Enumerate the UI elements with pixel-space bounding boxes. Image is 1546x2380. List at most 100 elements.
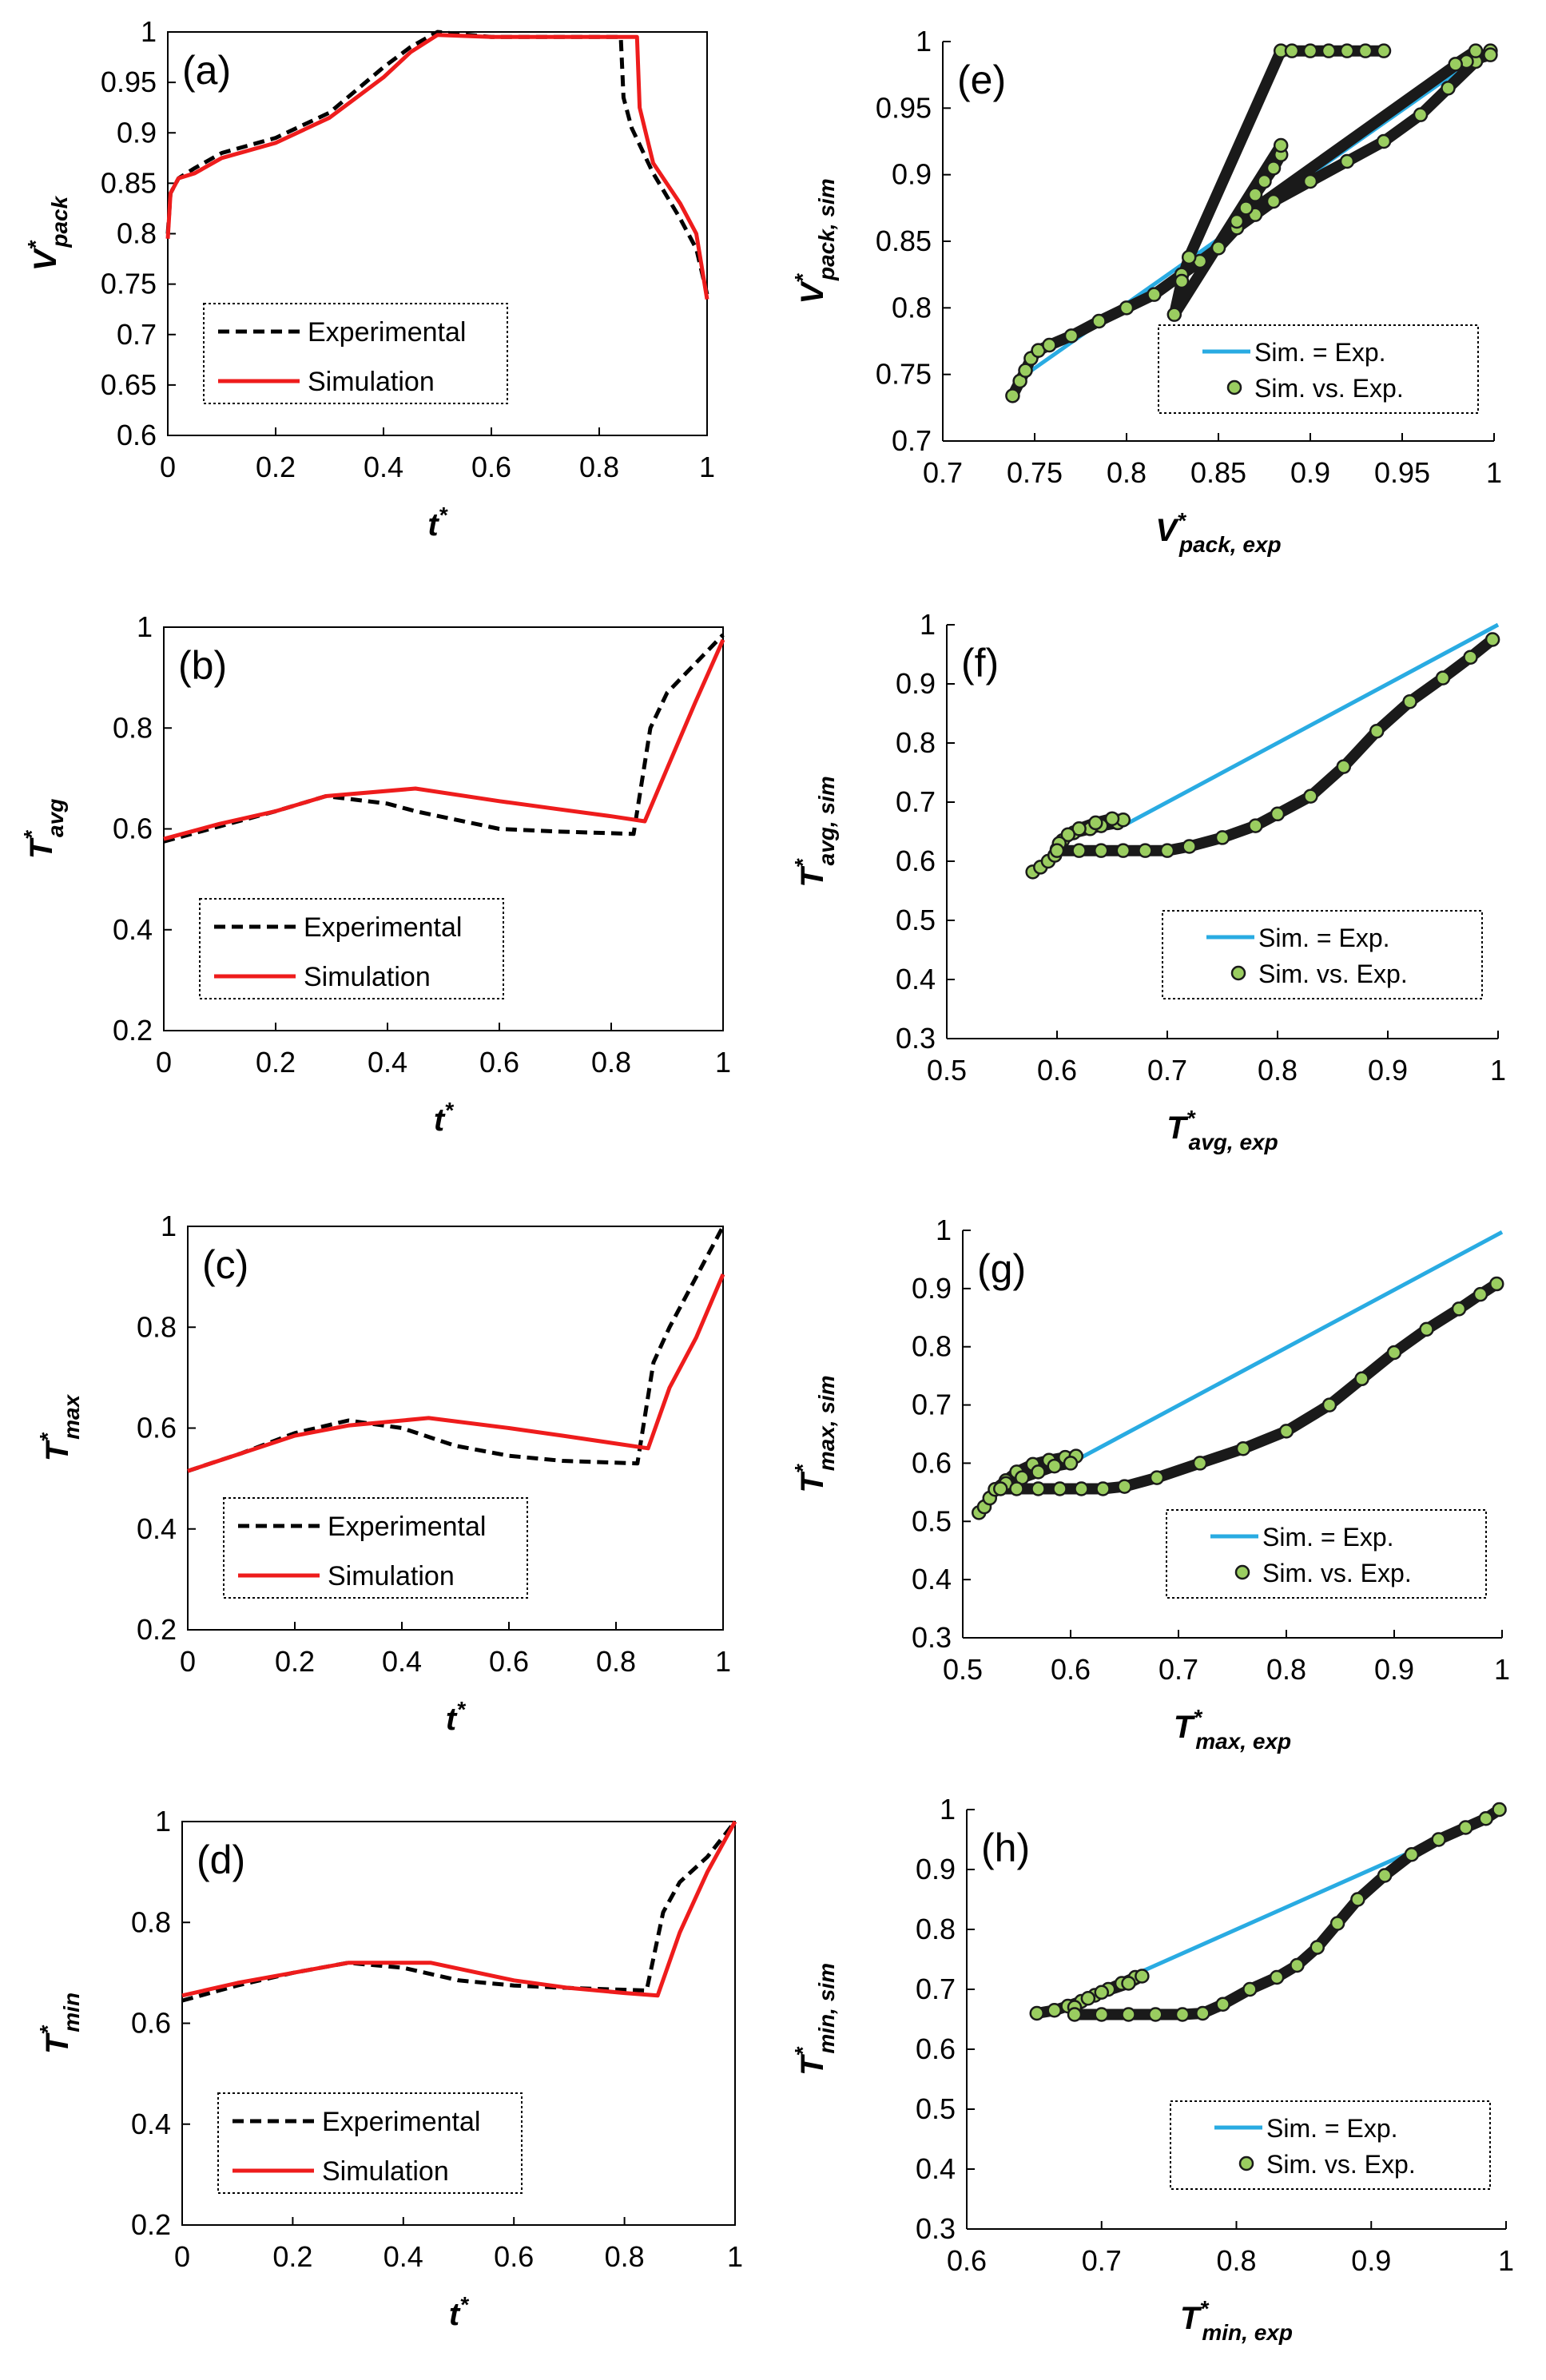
y-tick-label: 0.8 — [117, 217, 157, 250]
x-tick-label: 0 — [160, 451, 176, 483]
scatter-point — [1357, 43, 1373, 58]
x-tick-label: 0.4 — [364, 451, 403, 483]
y-tick-label: 0.3 — [916, 2212, 956, 2245]
scatter-point — [1071, 821, 1087, 836]
x-tick-label: 0.7 — [1159, 1653, 1198, 1686]
scatter-point — [1174, 273, 1190, 289]
scatter-point — [1088, 815, 1103, 831]
y-tick-label: 0.7 — [892, 424, 932, 457]
y-tick-label: 0.6 — [131, 2007, 171, 2040]
y-tick-label: 0.4 — [131, 2108, 171, 2140]
y-tick-label: 0.95 — [876, 91, 932, 124]
scatter-point — [1402, 693, 1417, 709]
legend-box — [1158, 324, 1479, 414]
scatter-point — [1284, 43, 1300, 58]
legend-swatch-scatter — [1230, 965, 1246, 981]
scatter-point — [1094, 1985, 1109, 2000]
legend-label: Simulation — [304, 962, 431, 992]
scatter-point — [1484, 632, 1500, 647]
scatter-point — [1148, 2007, 1163, 2022]
scatter-point — [1042, 337, 1057, 353]
scatter-point — [1071, 843, 1087, 858]
x-tick-label: 0.6 — [494, 2240, 534, 2273]
series-experimental — [187, 1225, 725, 1473]
scatter-point — [1047, 2003, 1062, 2018]
scatter-point — [1104, 811, 1120, 826]
y-axis-title: V*pack, sim — [790, 178, 839, 304]
scatter-point — [1463, 650, 1478, 665]
scatter-point — [1117, 1479, 1132, 1494]
scatter-point — [1074, 1481, 1089, 1496]
scatter-point — [1063, 1456, 1079, 1471]
series-experimental — [181, 1820, 737, 2003]
scatter-point — [1159, 843, 1175, 858]
scatter-point — [1468, 43, 1484, 58]
x-tick-label: 0.9 — [1351, 2244, 1391, 2277]
y-tick-label: 1 — [920, 608, 936, 641]
scatter-point — [1235, 1440, 1251, 1456]
x-tick-label: 0.7 — [1082, 2244, 1122, 2277]
scatter-point — [1005, 388, 1020, 403]
y-tick-label: 1 — [936, 1214, 952, 1246]
scatter-point — [1192, 1456, 1208, 1471]
y-tick-label: 0.6 — [137, 1412, 177, 1444]
x-tick-label: 1 — [1498, 2244, 1514, 2277]
scatter-point — [1489, 1276, 1504, 1292]
x-tick-label: 1 — [1486, 456, 1502, 489]
x-tick-label: 1 — [715, 1046, 731, 1079]
y-axis-title: T*min, sim — [790, 1963, 839, 2076]
y-tick-label: 0.8 — [137, 1310, 177, 1343]
x-axis-title: T* min, exp — [1180, 2296, 1293, 2345]
scatter-point — [1093, 843, 1109, 858]
legend-label: Sim. = Exp. — [1258, 924, 1390, 952]
scatter-point — [1182, 839, 1197, 854]
y-axis-title: T*max, sim — [790, 1375, 839, 1492]
y-axis-title: T*min — [35, 1993, 84, 2054]
y-tick-label: 0.6 — [117, 419, 157, 451]
y-tick-label: 0.9 — [912, 1272, 952, 1305]
y-tick-label: 0.6 — [896, 844, 936, 877]
scatter-point — [1302, 43, 1318, 58]
scatter-point — [1242, 1981, 1258, 1997]
series-experimental — [163, 633, 725, 844]
series-simulation — [187, 1273, 725, 1473]
y-tick-label: 1 — [141, 15, 157, 48]
y-tick-label: 0.3 — [896, 1022, 936, 1055]
panel-c: 0 0.2 0.4 0.6 0.8 10.20.40.60.81t*T*max(c)Exp… — [35, 1210, 731, 1737]
panel-g: 0.5 0.6 0.7 0.8 0.9 1 0.3 0.4 0.5 0.6 0.7 0.8 0.9 1 T*… — [790, 1214, 1510, 1754]
scatter-point — [1266, 193, 1282, 209]
scatter-point — [1329, 1916, 1345, 1931]
identity-line — [1122, 622, 1500, 828]
scatter-point — [1431, 1832, 1446, 1847]
scatter-point — [1047, 1458, 1062, 1474]
y-tick-label: 0.9 — [916, 1853, 956, 1885]
panel-f: 0.5 0.6 0.7 0.8 0.9 1 0.3 0.4 0.5 0.6 0.7 0.8 0.9 1 T*… — [790, 608, 1506, 1154]
scatter-point — [1248, 818, 1263, 833]
panel-a: 0 0.2 0.4 0.6 0.8 1 0.6 0.65 0.7 0.75 0.8 0.85 0.9 0.… — [23, 15, 715, 542]
x-axis-title: t* — [434, 1098, 454, 1138]
x-tick-label: 0.6 — [479, 1046, 519, 1079]
x-tick-label: 0.2 — [256, 1046, 296, 1079]
scatter-point — [1147, 287, 1162, 302]
panel-label: (e) — [957, 58, 1006, 102]
panel-b: 0 0.2 0.4 0.6 0.8 10.20.40.60.81t*T*avg(b)Exp… — [19, 610, 731, 1138]
x-tick-label: 0.75 — [1007, 456, 1063, 489]
y-tick-label: 1 — [155, 1805, 171, 1838]
x-tick-label: 0.4 — [384, 2240, 423, 2273]
scatter-point — [1278, 1424, 1294, 1439]
x-tick-label: 0.8 — [1258, 1054, 1298, 1087]
scatter-point — [1483, 47, 1498, 62]
y-tick-label: 0.8 — [916, 1913, 956, 1945]
scatter-point — [1029, 2005, 1044, 2021]
panel-label: (a) — [182, 48, 231, 93]
x-tick-label: 0 — [156, 1046, 172, 1079]
scatter-point — [1303, 789, 1318, 804]
y-tick-label: 0.4 — [896, 963, 936, 995]
y-tick-label: 1 — [940, 1793, 956, 1826]
y-tick-label: 0.4 — [912, 1563, 952, 1595]
scatter-point — [1181, 249, 1197, 265]
x-tick-label: 0.85 — [1190, 456, 1246, 489]
scatter-point — [1269, 1969, 1285, 1985]
scatter-point — [1350, 1892, 1365, 1907]
scatter-point — [1094, 2007, 1109, 2022]
